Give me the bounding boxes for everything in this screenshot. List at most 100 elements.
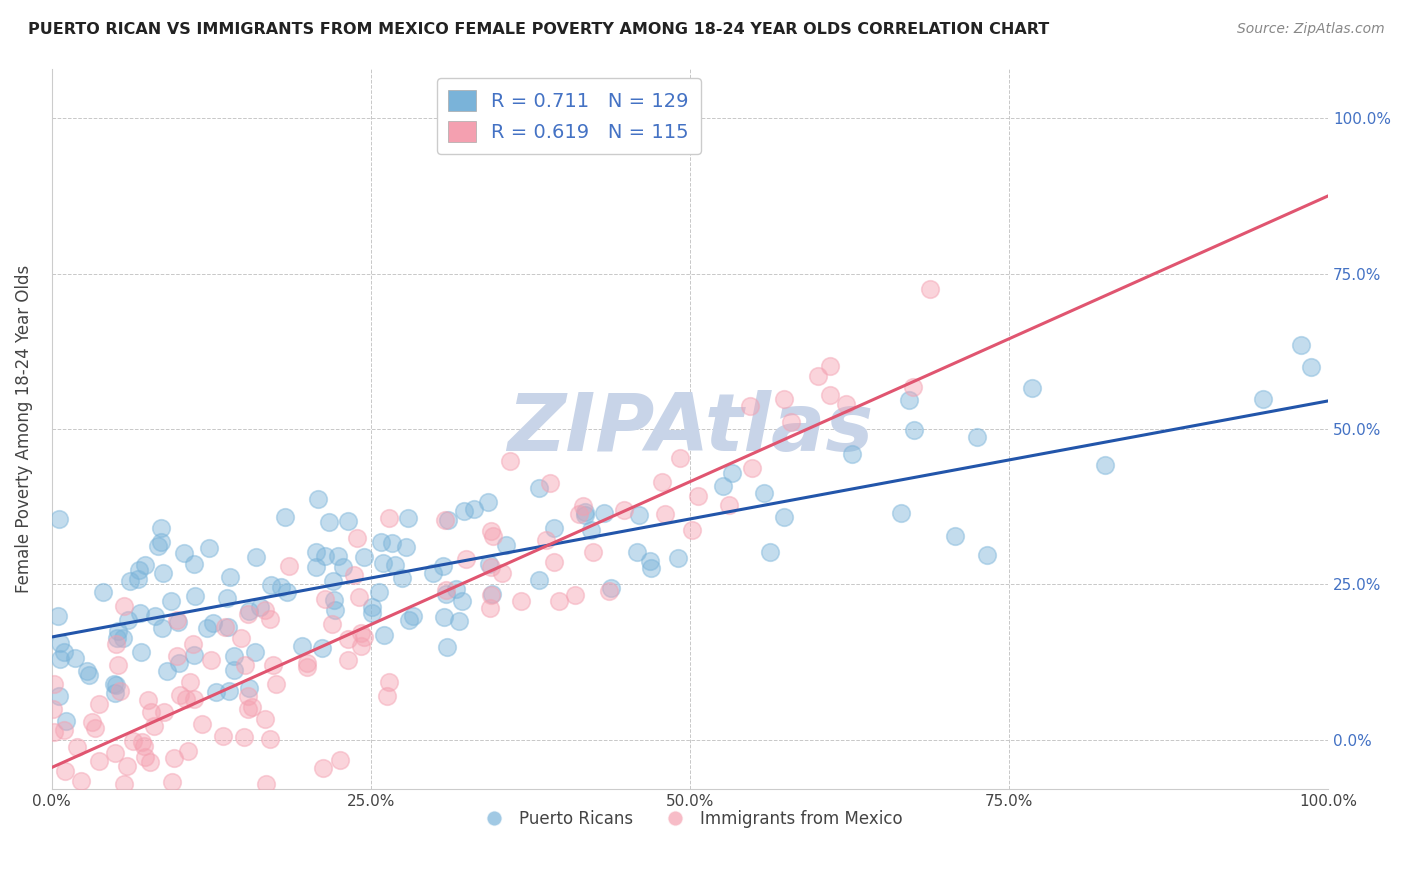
Point <box>721 466 744 480</box>
Point <box>903 423 925 437</box>
Point <box>903 380 925 394</box>
Point <box>129 606 152 620</box>
Point <box>478 600 501 615</box>
Point <box>297 656 319 670</box>
Point <box>55 714 77 729</box>
Point <box>179 675 201 690</box>
Point <box>711 478 734 492</box>
Point <box>384 558 406 573</box>
Point <box>491 566 513 581</box>
Point <box>436 640 458 654</box>
Point <box>527 573 550 587</box>
Point <box>156 664 179 678</box>
Point <box>325 603 347 617</box>
Point <box>70 774 93 789</box>
Point <box>432 558 454 573</box>
Point <box>976 548 998 562</box>
Point <box>779 415 801 429</box>
Point <box>323 592 346 607</box>
Point <box>738 399 761 413</box>
Point <box>945 529 967 543</box>
Point <box>395 540 418 554</box>
Point <box>238 681 260 695</box>
Point <box>264 677 287 691</box>
Point <box>238 604 260 618</box>
Point <box>167 615 190 629</box>
Point <box>434 583 457 598</box>
Point <box>205 685 228 699</box>
Point <box>274 509 297 524</box>
Text: ZIPAtlas: ZIPAtlas <box>506 390 873 468</box>
Point <box>118 574 141 588</box>
Point <box>141 705 163 719</box>
Point <box>349 590 371 604</box>
Point <box>169 656 191 670</box>
Point <box>433 513 456 527</box>
Point <box>166 648 188 663</box>
Point <box>229 631 252 645</box>
Point <box>373 556 395 570</box>
Point <box>434 587 457 601</box>
Point <box>128 805 150 820</box>
Point <box>105 631 128 645</box>
Point <box>311 640 333 655</box>
Point <box>446 582 468 596</box>
Point <box>527 481 550 495</box>
Point <box>373 628 395 642</box>
Point <box>142 719 165 733</box>
Point <box>481 587 503 601</box>
Point <box>132 739 155 753</box>
Point <box>350 626 373 640</box>
Point <box>236 690 259 704</box>
Point <box>105 678 128 692</box>
Point <box>53 723 76 737</box>
Point <box>772 509 794 524</box>
Point <box>253 602 276 616</box>
Point <box>572 499 595 513</box>
Point <box>669 451 692 466</box>
Point <box>688 489 710 503</box>
Point <box>243 645 266 659</box>
Point <box>49 651 72 665</box>
Point <box>65 651 87 665</box>
Point <box>152 566 174 580</box>
Point <box>104 637 127 651</box>
Point <box>48 689 70 703</box>
Point <box>343 568 366 582</box>
Point <box>433 609 456 624</box>
Text: PUERTO RICAN VS IMMIGRANTS FROM MEXICO FEMALE POVERTY AMONG 18-24 YEAR OLDS CORR: PUERTO RICAN VS IMMIGRANTS FROM MEXICO F… <box>28 22 1049 37</box>
Point <box>370 535 392 549</box>
Point <box>166 613 188 627</box>
Point <box>350 640 373 654</box>
Point <box>337 652 360 666</box>
Point <box>321 617 343 632</box>
Point <box>260 577 283 591</box>
Point <box>200 653 222 667</box>
Point <box>495 538 517 552</box>
Point <box>574 508 596 522</box>
Point <box>233 658 256 673</box>
Point <box>391 571 413 585</box>
Point <box>582 545 605 559</box>
Point <box>91 585 114 599</box>
Point <box>307 492 329 507</box>
Point <box>666 550 689 565</box>
Point <box>149 521 172 535</box>
Point <box>249 599 271 614</box>
Point <box>184 589 207 603</box>
Point <box>152 705 174 719</box>
Point <box>131 735 153 749</box>
Point <box>169 688 191 702</box>
Point <box>337 632 360 646</box>
Point <box>173 546 195 560</box>
Point <box>568 508 591 522</box>
Point <box>890 506 912 520</box>
Point <box>579 524 602 538</box>
Point <box>600 582 623 596</box>
Point <box>548 594 571 608</box>
Y-axis label: Female Poverty Among 18-24 Year Olds: Female Poverty Among 18-24 Year Olds <box>15 265 32 593</box>
Point <box>262 658 284 673</box>
Point <box>534 533 557 547</box>
Point <box>181 637 204 651</box>
Point <box>314 591 336 606</box>
